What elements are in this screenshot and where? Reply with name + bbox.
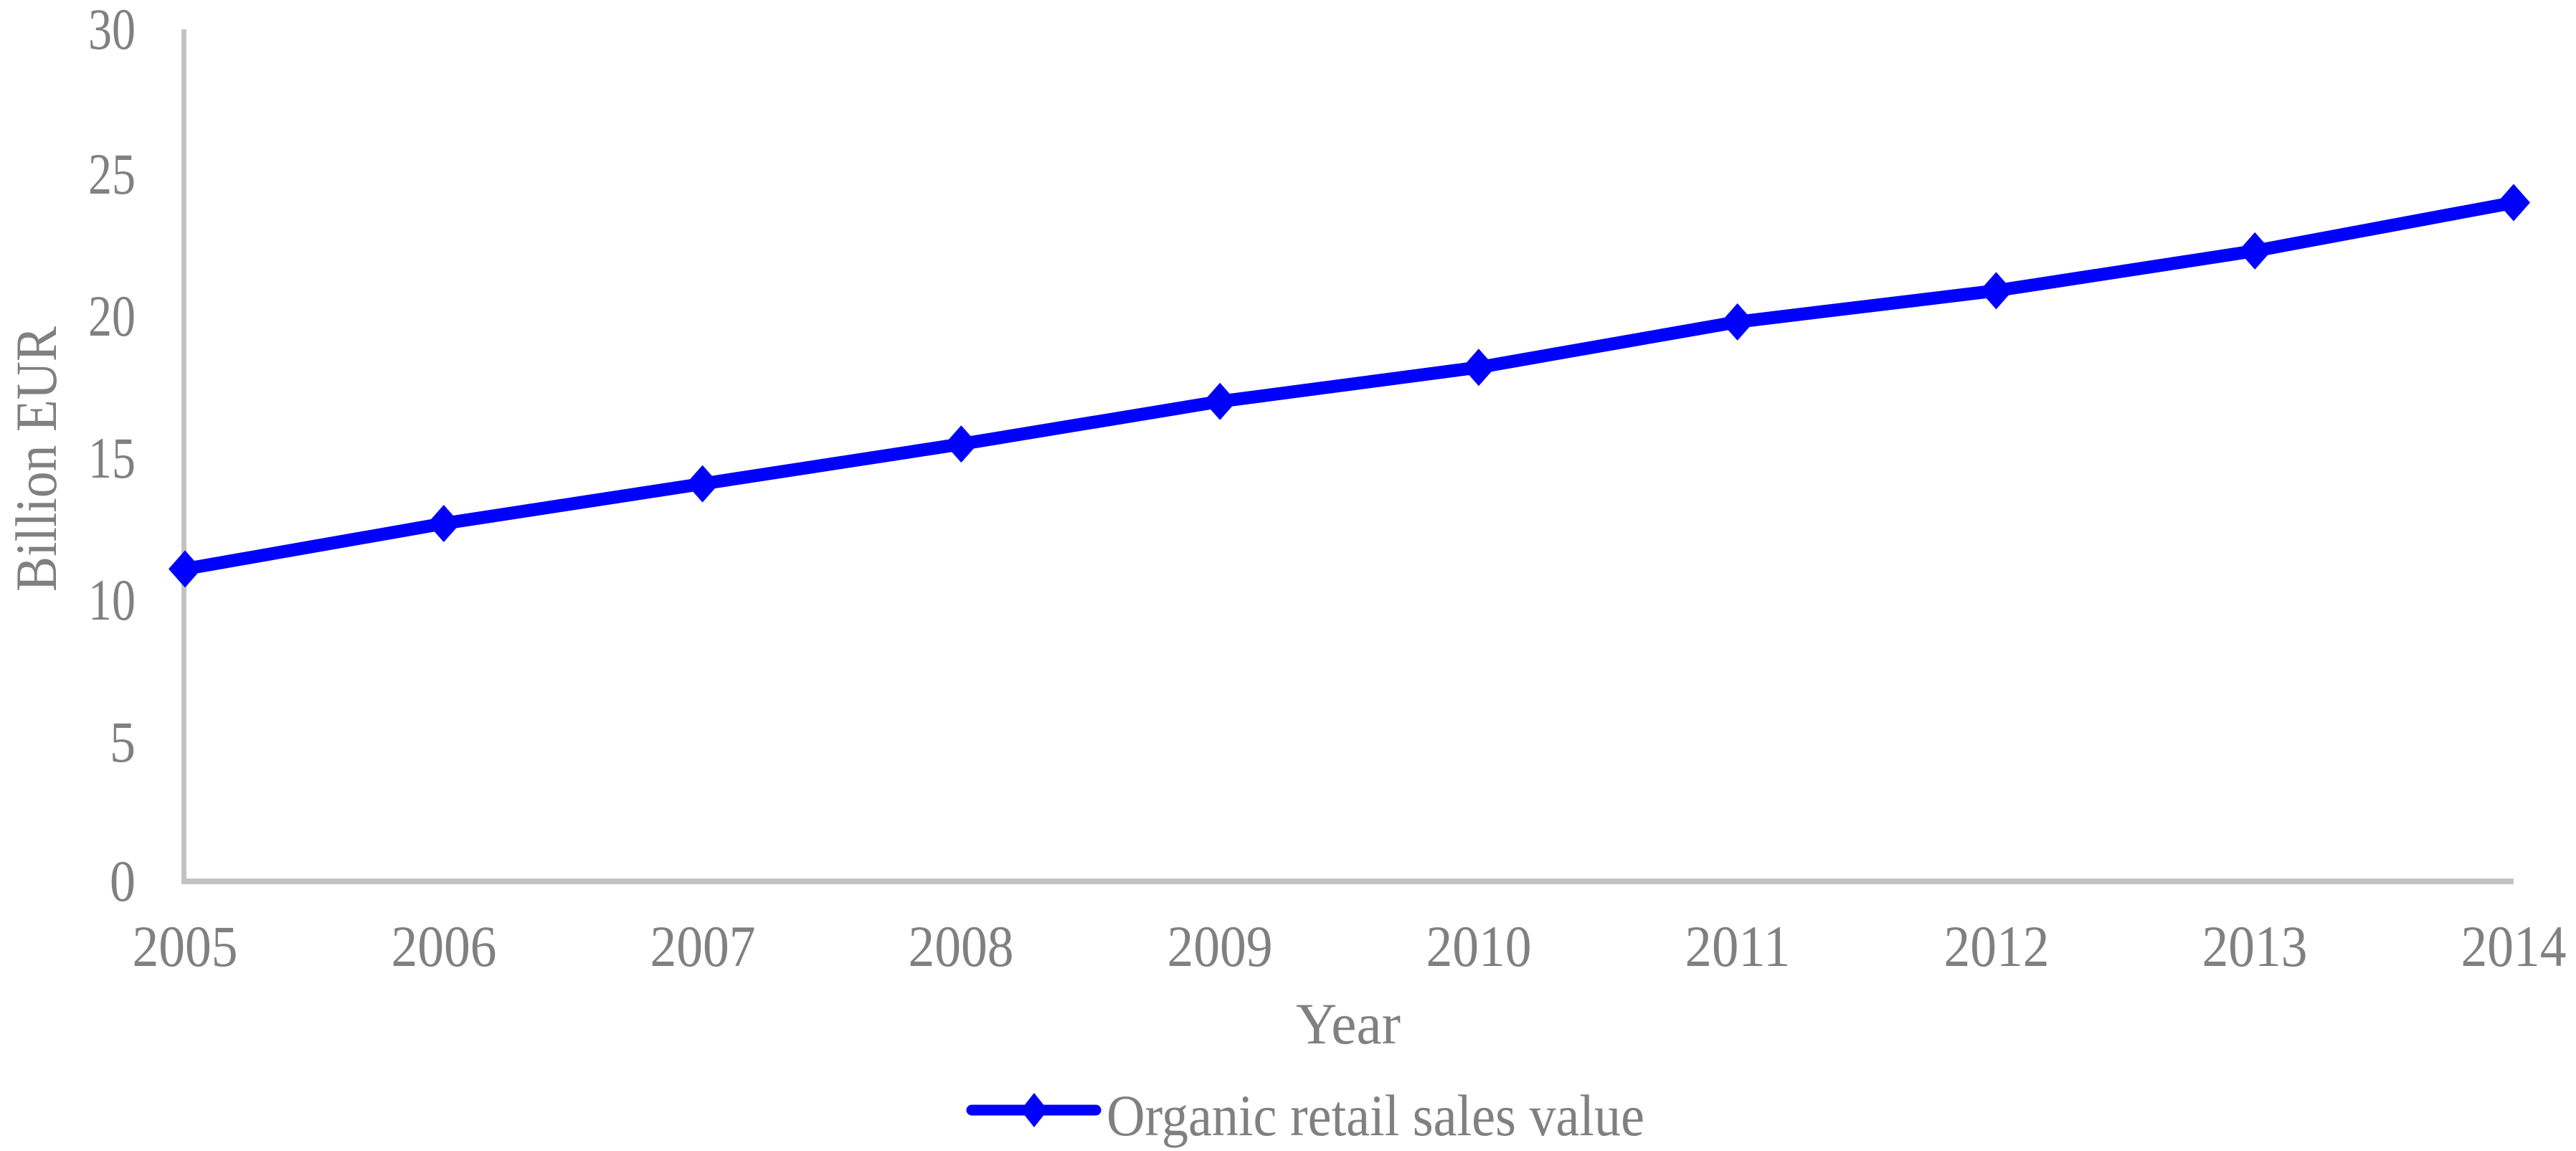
x-tick-label: 2008 (909, 914, 1014, 979)
x-tick-label: 2011 (1685, 914, 1791, 979)
legend-diamond-marker (1021, 1093, 1048, 1127)
x-tick-label: 2006 (392, 914, 497, 979)
data-series-organic-retail-sales (169, 184, 2531, 588)
series-line (184, 196, 2515, 576)
legend-label: Organic retail sales value (1107, 1083, 1644, 1148)
y-tick-label: 0 (110, 848, 136, 914)
data-point-diamond (944, 425, 978, 463)
data-point-diamond (1203, 382, 1237, 420)
y-tick-label: 30 (88, 0, 136, 62)
y-tick-label: 15 (88, 425, 136, 491)
x-tick-label: 2009 (1168, 914, 1273, 979)
y-axis-title: Billion EUR (4, 326, 69, 592)
y-tick-label: 5 (110, 709, 136, 775)
y-tick-label: 20 (88, 283, 136, 349)
data-point-diamond (2238, 232, 2272, 270)
data-point-diamond (427, 505, 460, 543)
data-point-diamond (1720, 303, 1754, 341)
x-tick-label: 2014 (2461, 914, 2567, 979)
data-point-diamond (2497, 184, 2531, 222)
x-tick-label: 2013 (2202, 914, 2308, 979)
data-point-diamond (1462, 349, 1495, 387)
legend: Organic retail sales value (966, 1083, 1644, 1148)
data-point-diamond (1979, 272, 2013, 310)
x-axis-tick-labels: 2005 2006 2007 2008 2009 2010 2011 2012 … (133, 914, 2567, 979)
x-tick-label: 2010 (1426, 914, 1532, 979)
y-tick-label: 10 (88, 567, 136, 633)
x-tick-label: 2005 (133, 914, 238, 979)
x-axis-title: Year (1296, 991, 1401, 1056)
y-tick-label: 25 (88, 141, 136, 207)
x-tick-label: 2007 (650, 914, 756, 979)
y-axis-tick-labels: 30 25 20 15 10 5 0 (88, 0, 136, 914)
data-point-diamond (169, 550, 202, 588)
data-point-diamond (686, 465, 719, 503)
x-tick-label: 2012 (1944, 914, 2050, 979)
